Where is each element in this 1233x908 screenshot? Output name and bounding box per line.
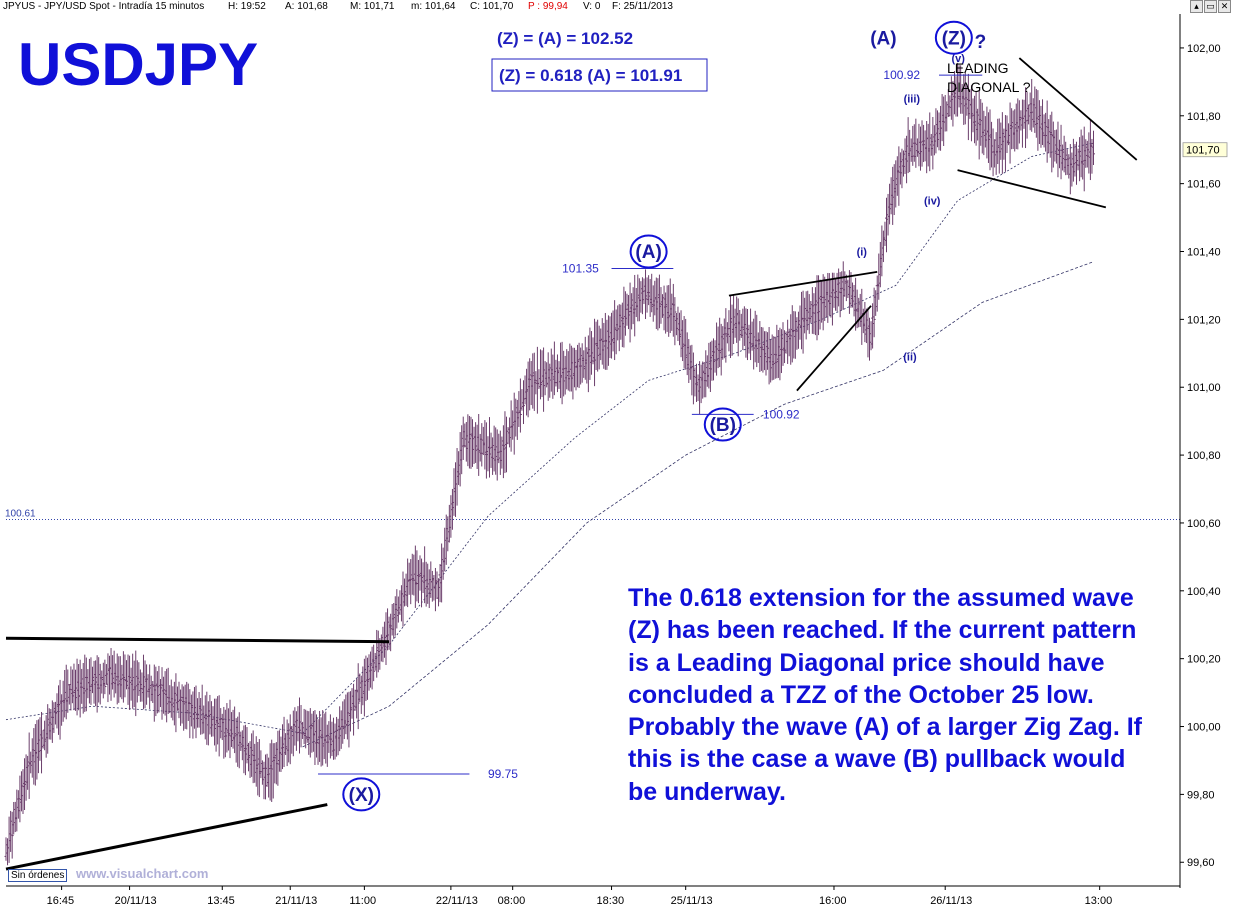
volume-readout: V: 0 — [583, 1, 601, 12]
orders-status[interactable]: Sin órdenes — [8, 869, 68, 882]
x-tick-label: 08:00 — [498, 895, 526, 907]
watermark: www.visualchart.com — [76, 866, 209, 881]
wave-label: (i) — [857, 246, 868, 258]
x-tick-label: 20/11/13 — [115, 895, 157, 907]
close-button[interactable]: ✕ — [1218, 0, 1231, 13]
wave-label: (A) — [635, 242, 661, 263]
wave-circle — [342, 777, 381, 812]
minimize-button[interactable]: ▴ — [1190, 0, 1203, 13]
level-label-100-61: 100.61 — [5, 509, 36, 520]
trendline — [728, 270, 878, 297]
chart-title: USDJPY — [18, 31, 258, 98]
wave-label: (B) — [710, 415, 736, 436]
last-price-box — [1182, 142, 1228, 158]
window-header: JPYUS - JPY/USD Spot - Intradía 15 minut… — [0, 0, 1233, 14]
y-tick-label: 100,60 — [1187, 518, 1221, 530]
x-tick-label: 16:00 — [819, 895, 847, 907]
close-readout: C: 101,70 — [470, 1, 514, 12]
ma-slow-line — [302, 261, 1094, 748]
y-tick-label: 101,00 — [1187, 382, 1221, 394]
analysis-note: The 0.618 extension for the assumed wave… — [628, 584, 1142, 806]
y-tick-label: 100,80 — [1187, 450, 1221, 462]
wave-label: (iii) — [904, 94, 921, 106]
price-levels: 99.75 101.35 100.92 100.92 — [318, 68, 983, 781]
y-tick-label: 99,80 — [1187, 789, 1215, 801]
y-tick-label: 101,60 — [1187, 179, 1221, 191]
y-tick-label: 102,00 — [1187, 43, 1221, 55]
formula-extension: (Z) = 0.618 (A) = 101.91 — [499, 66, 682, 85]
axes: 99,60 99,80 100,00 100,20 100,40 100,60 100,80… — [6, 14, 1228, 907]
wave-label: ? — [975, 32, 987, 53]
level-marker-label: 100.92 — [763, 407, 800, 421]
wave-label: (Z) — [942, 28, 966, 49]
y-tick-label: 99,60 — [1187, 857, 1215, 869]
low-readout: m: 101,64 — [411, 1, 456, 12]
y-tick-label: 100,00 — [1187, 722, 1221, 734]
level-marker-label: 99.75 — [488, 767, 518, 781]
trendline — [957, 169, 1107, 209]
hour-readout: H: 19:52 — [228, 1, 266, 12]
wave-circle — [934, 20, 973, 55]
y-tick-label: 101,20 — [1187, 314, 1221, 326]
chart-grid: 100.61 — [5, 509, 1180, 521]
trendline — [5, 636, 390, 644]
window-controls: ▴ ▭ ✕ — [1190, 0, 1231, 13]
last-price-tag: 101,70 — [1186, 145, 1220, 157]
trendline — [5, 803, 328, 871]
x-tick-label: 11:00 — [349, 895, 376, 907]
high-readout: M: 101,71 — [350, 1, 395, 12]
leading-diagonal-label-1: LEADING — [947, 60, 1008, 76]
wave-label: (ii) — [903, 352, 917, 364]
price-bars — [4, 62, 1095, 866]
maximize-button[interactable]: ▭ — [1204, 0, 1217, 13]
pct-readout: P : 99,94 — [528, 1, 568, 12]
y-tick-label: 100,40 — [1187, 586, 1221, 598]
x-tick-label: 21/11/13 — [275, 895, 317, 907]
formula-equality: (Z) = (A) = 102.52 — [497, 29, 633, 48]
x-tick-label: 13:00 — [1085, 895, 1113, 907]
x-tick-label: 25/11/13 — [671, 895, 713, 907]
level-marker-label: 100.92 — [883, 68, 920, 82]
wave-labels: (X) (A) (B) (i) (ii) (iii) (iv) (v) (A) (Z)? — [342, 20, 987, 812]
x-tick-label: 18:30 — [597, 895, 625, 907]
formula-box — [491, 58, 708, 92]
wave-circle — [629, 234, 668, 269]
level-marker-label: 101.35 — [562, 261, 599, 275]
wave-label: (iv) — [924, 195, 941, 207]
date-readout: F: 25/11/2013 — [612, 1, 673, 12]
wave-circle — [703, 407, 742, 442]
wave-label: (v) — [951, 53, 965, 65]
x-tick-label: 16:45 — [47, 895, 75, 907]
leading-diagonal-label-2: DIAGONAL ? — [947, 79, 1031, 95]
trendlines — [5, 57, 1138, 871]
y-tick-label: 101,80 — [1187, 111, 1221, 123]
x-tick-label: 22/11/13 — [436, 895, 478, 907]
wave-label: (X) — [349, 785, 374, 806]
y-tick-label: 100,20 — [1187, 654, 1221, 666]
y-tick-label: 101,40 — [1187, 247, 1221, 259]
open-readout: A: 101,68 — [285, 1, 328, 12]
trendline — [796, 305, 872, 392]
x-tick-label: 13:45 — [207, 895, 235, 907]
trendline — [1018, 57, 1138, 161]
x-tick-label: 26/11/13 — [930, 895, 972, 907]
instrument-header: JPYUS - JPY/USD Spot - Intradía 15 minut… — [3, 1, 205, 12]
wave-label: (A) — [870, 28, 896, 49]
